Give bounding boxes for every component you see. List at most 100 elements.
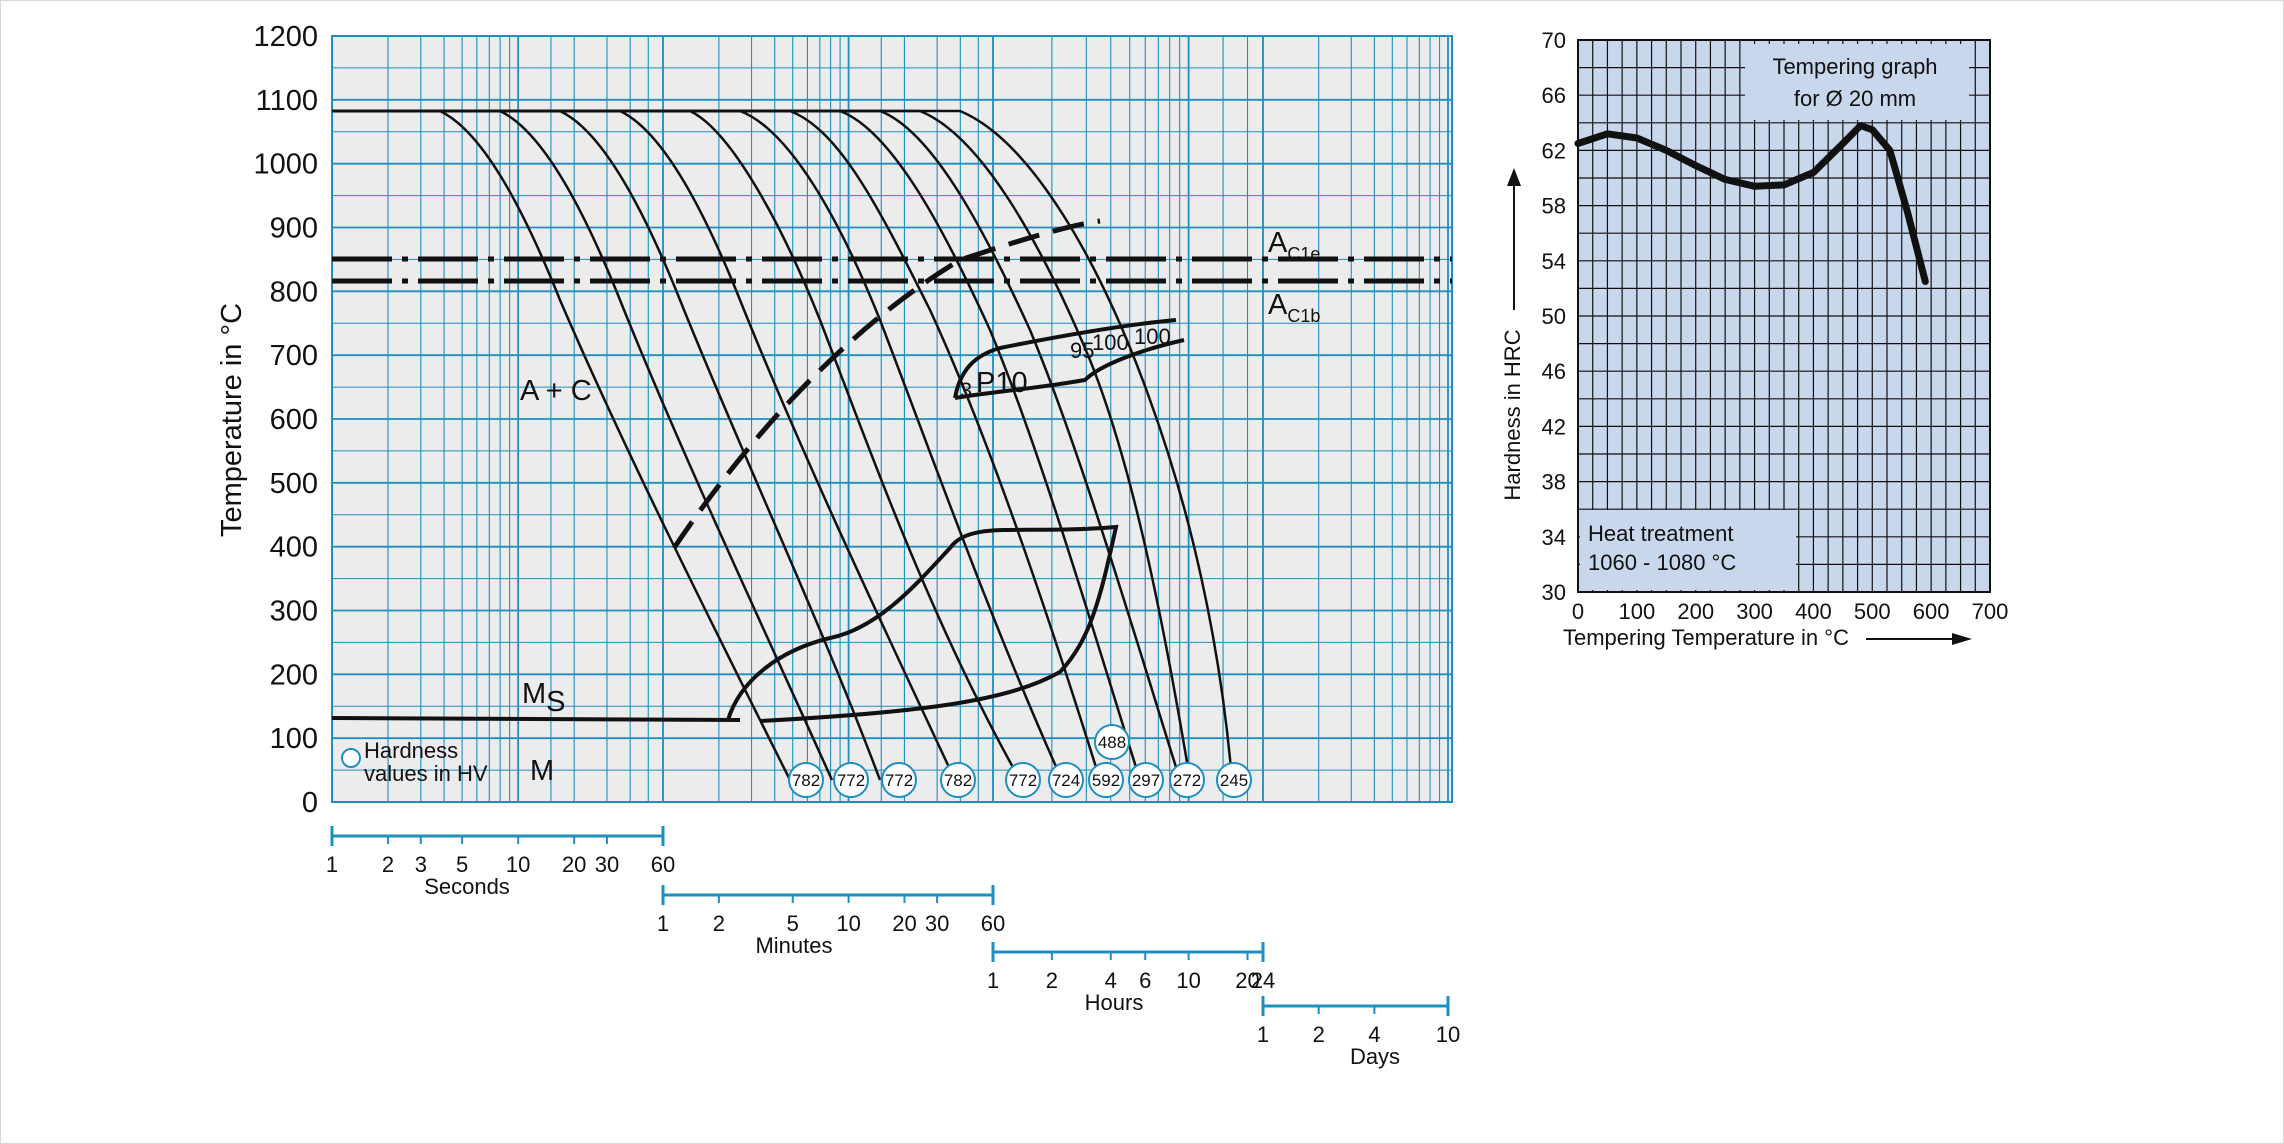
heat-treatment-line-1: Heat treatment: [1588, 521, 1734, 546]
cct-y-tick: 500: [270, 468, 318, 500]
tempering-y-tick: 62: [1542, 138, 1566, 163]
pearlite-pct-1: 3: [960, 378, 972, 403]
time-tick-label: 2: [1313, 1022, 1325, 1047]
hardness-value: 488: [1098, 733, 1126, 752]
heat-treatment-box: [1580, 510, 1796, 590]
hardness-bubble: 772: [1005, 762, 1041, 798]
tempering-y-tick: 34: [1542, 525, 1566, 550]
hardness-circle-icon: [788, 762, 824, 798]
hardness-value: 782: [944, 771, 972, 790]
ac1e-label: AC1e: [1268, 227, 1320, 264]
time-tick-label: 1: [1257, 1022, 1269, 1047]
hardness-bubble: 488: [1094, 724, 1130, 760]
hardness-circle-icon: [1048, 762, 1084, 798]
tempering-x-tick: 100: [1618, 599, 1655, 624]
tempering-x-axis-label: Tempering Temperature in °C: [1563, 625, 1849, 650]
cct-y-tick: 600: [270, 404, 318, 436]
hardness-bubble: 592: [1088, 762, 1124, 798]
legend-circle-icon: [341, 748, 361, 768]
heat-treatment-line-2: 1060 - 1080 °C: [1588, 550, 1736, 575]
time-tick-label: 60: [981, 911, 1005, 936]
time-tick-label: 10: [1436, 1022, 1460, 1047]
tempering-x-tick: 600: [1913, 599, 1950, 624]
tempering-y-tick-labels: 30 34 38 42 46 50 54 58 62 66 70: [1542, 28, 1566, 605]
hardness-circle-icon: [833, 762, 869, 798]
tempering-y-tick: 38: [1542, 470, 1566, 495]
time-scale-days: 1 2 4 10 Days: [1257, 996, 1460, 1069]
hardness-bubble: 772: [881, 762, 917, 798]
tempering-x-tick: 0: [1572, 599, 1584, 624]
cooling-curve-4: [332, 109, 957, 781]
time-tick-label: 10: [1176, 968, 1200, 993]
time-tick-label: 20: [892, 911, 916, 936]
hardness-circle-icon: [1005, 762, 1041, 798]
a-plus-c-label: A + C: [520, 375, 592, 407]
tempering-y-tick: 30: [1542, 580, 1566, 605]
hardness-circle-icon: [1094, 724, 1130, 760]
cooling-curves: [332, 109, 1234, 781]
time-tick-label: 5: [787, 911, 799, 936]
ms-label: MS: [522, 678, 566, 718]
time-tick-label: 2: [382, 852, 394, 877]
tempering-y-tick: 46: [1542, 359, 1566, 384]
time-tick-label: 1: [657, 911, 669, 936]
hardness-bubble: 724: [1048, 762, 1084, 798]
p10-label: P10: [976, 367, 1028, 399]
tempering-y-tick: 66: [1542, 83, 1566, 108]
time-tick-label: 24: [1251, 968, 1275, 993]
hardness-circle-icon: [1216, 762, 1252, 798]
pearlite-pct-4: 100: [1134, 324, 1171, 349]
pearlite-pct-3: 100: [1092, 330, 1129, 355]
time-scale-seconds: 1 2 3 5 10 20 30 60 Seconds: [326, 826, 675, 899]
tempering-title-line-1: Tempering graph: [1772, 54, 1937, 79]
time-tick-label: 4: [1105, 968, 1117, 993]
cct-y-tick: 400: [270, 532, 318, 564]
tempering-y-tick: 50: [1542, 304, 1566, 329]
tempering-curve: [1574, 122, 1929, 285]
hardness-value: 245: [1220, 771, 1248, 790]
legend-line-2: values in HV: [364, 761, 488, 786]
cooling-curve-1: [332, 109, 792, 781]
time-unit-label: Hours: [1085, 990, 1144, 1015]
time-scale-minutes: 1 2 5 10 20 30 60 Minutes: [657, 885, 1005, 958]
tempering-x-arrowhead-icon: [1952, 633, 1972, 645]
hardness-circle-icon: [881, 762, 917, 798]
cooling-curve-7: [332, 109, 1102, 781]
time-tick-label: 3: [415, 852, 427, 877]
hardness-circle-icon: [1088, 762, 1124, 798]
tempering-x-tick: 300: [1736, 599, 1773, 624]
time-tick-label: 5: [456, 852, 468, 877]
hardness-bubble: 272: [1169, 762, 1205, 798]
time-tick-label: 1: [987, 968, 999, 993]
time-tick-label: 10: [506, 852, 530, 877]
cct-y-tick: 0: [302, 787, 318, 819]
tempering-y-tick: 58: [1542, 194, 1566, 219]
carbide-precipitation-line: [671, 218, 1101, 550]
cooling-curve-3: [332, 109, 882, 781]
time-tick-label: 60: [651, 852, 675, 877]
cct-y-tick: 200: [270, 659, 318, 691]
time-unit-label: Days: [1350, 1044, 1400, 1069]
ac1b-label: AC1b: [1268, 289, 1320, 326]
cct-y-tick: 1200: [253, 21, 318, 53]
hardness-bubble: 245: [1216, 762, 1252, 798]
pearlite-region-boundary: [953, 318, 1185, 400]
tempering-x-tick: 200: [1677, 599, 1714, 624]
tempering-x-tick: 700: [1972, 599, 2009, 624]
time-tick-label: 2: [713, 911, 725, 936]
legend-line-1: Hardness: [364, 738, 458, 763]
tempering-x-tick-labels: 0 100 200 300 400 500 600 700: [1572, 599, 2008, 624]
hardness-bubble: 782: [940, 762, 976, 798]
hardness-bubble: 297: [1128, 762, 1164, 798]
hardness-bubbles: 782 772 772 782 772 724 592 488 297 272 245: [788, 724, 1252, 798]
time-tick-label: 20: [1235, 968, 1259, 993]
cct-grid: [331, 36, 1452, 802]
cct-y-tick: 1000: [253, 149, 318, 181]
hardness-value: 297: [1132, 771, 1160, 790]
cct-y-tick-labels: 0 100 200 300 400 500 600 700 800 900 1000 1100 1200: [253, 21, 318, 819]
tempering-title-box: [1745, 44, 1969, 120]
